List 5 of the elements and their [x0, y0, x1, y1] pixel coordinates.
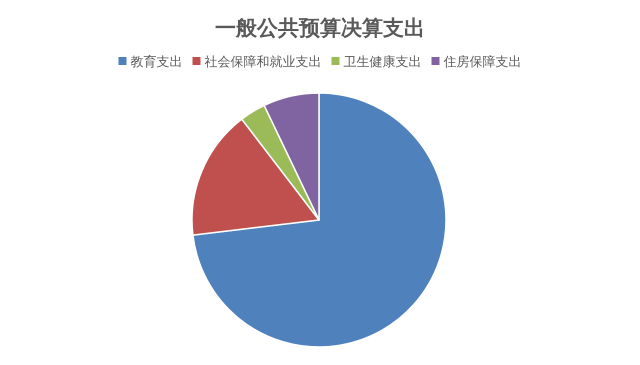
legend-label: 卫生健康支出	[344, 55, 422, 70]
legend-label: 社会保障和就业支出	[204, 55, 322, 70]
legend-label: 住房保障支出	[442, 54, 522, 70]
title: 一般公共预算决算支出	[215, 16, 425, 40]
legend-label: 教育支出	[130, 54, 182, 70]
